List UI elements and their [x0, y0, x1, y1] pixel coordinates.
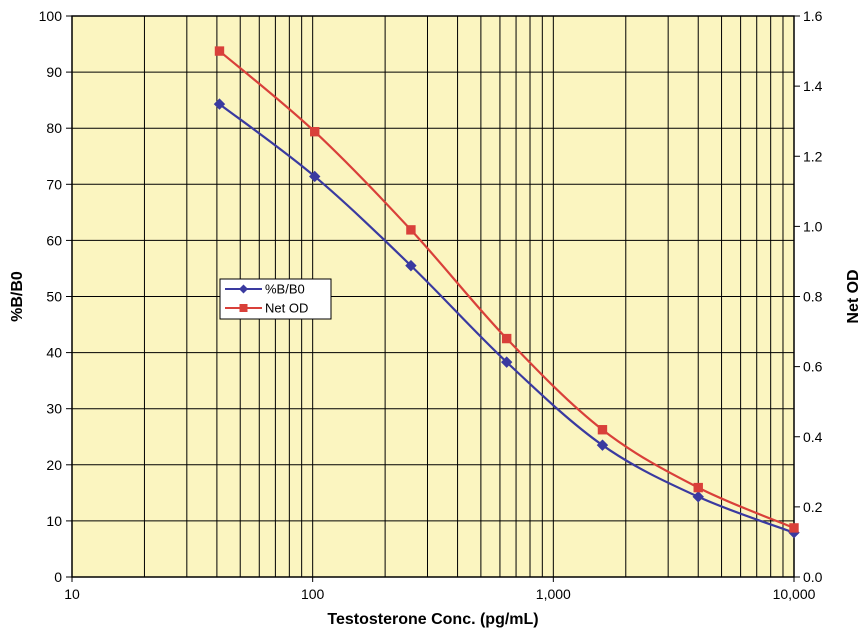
- data-point-series-1: [501, 333, 512, 344]
- y-tick-label: 80: [46, 120, 62, 136]
- y-tick-label: 0: [54, 569, 62, 585]
- y2-tick-label: 0.6: [803, 359, 823, 375]
- data-point-series-0: [309, 170, 321, 183]
- data-point-series-1: [310, 127, 320, 137]
- y-tick-label: 60: [46, 232, 62, 248]
- series: [213, 46, 800, 539]
- x-tick-label: 10,000: [773, 586, 816, 602]
- ticks: 10 100 1,000 10,00001020304050607080901000.…: [39, 8, 823, 602]
- data-point-series-0: [692, 491, 704, 503]
- data-point-series-1: [406, 225, 416, 235]
- y2-tick-label: 0.2: [803, 499, 823, 515]
- y-tick-label: 70: [46, 176, 62, 192]
- legend: %B/B0 Net OD: [219, 278, 332, 320]
- y-tick-label: 20: [46, 457, 62, 473]
- x-axis-title: Testosterone Conc. (pg/mL): [327, 611, 538, 628]
- y-axis-title: %B/B0: [9, 271, 26, 322]
- y-tick-label: 40: [46, 345, 62, 361]
- data-point-series-0: [405, 259, 417, 272]
- y-tick-label: 50: [46, 289, 62, 305]
- y-tick-label: 90: [46, 64, 62, 80]
- legend-box: [219, 278, 332, 320]
- legend-marker-series-1: [239, 304, 248, 312]
- y2-tick-label: 1.4: [803, 78, 823, 94]
- x-tick-label: 10: [64, 586, 80, 602]
- y2-tick-label: 0.4: [803, 429, 823, 445]
- y2-tick-label: 1.0: [803, 218, 823, 234]
- data-point-series-1: [789, 523, 799, 533]
- data-point-series-0: [213, 98, 226, 110]
- y2-tick-label: 1.6: [803, 8, 823, 24]
- x-tick-label: 100: [301, 586, 325, 602]
- legend-label-series-1: Net OD: [265, 301, 308, 316]
- y2-tick-label: 1.2: [803, 148, 823, 164]
- data-point-series-0: [596, 439, 609, 451]
- y2-tick-label: 0.8: [803, 289, 823, 305]
- legend-label-series-0: %B/B0: [265, 282, 305, 297]
- x-tick-label: 1,000: [536, 586, 571, 602]
- data-point-series-1: [214, 46, 225, 56]
- data-point-series-0: [500, 356, 513, 368]
- y-tick-label: 100: [39, 8, 63, 24]
- y-tick-label: 30: [46, 401, 62, 417]
- y-tick-label: 10: [46, 513, 62, 529]
- y2-tick-label: 0.0: [803, 569, 823, 585]
- legend-marker-series-0: [239, 284, 248, 294]
- data-point-series-1: [693, 482, 703, 493]
- data-point-series-1: [597, 425, 608, 435]
- y2-axis-title: Net OD: [845, 269, 862, 323]
